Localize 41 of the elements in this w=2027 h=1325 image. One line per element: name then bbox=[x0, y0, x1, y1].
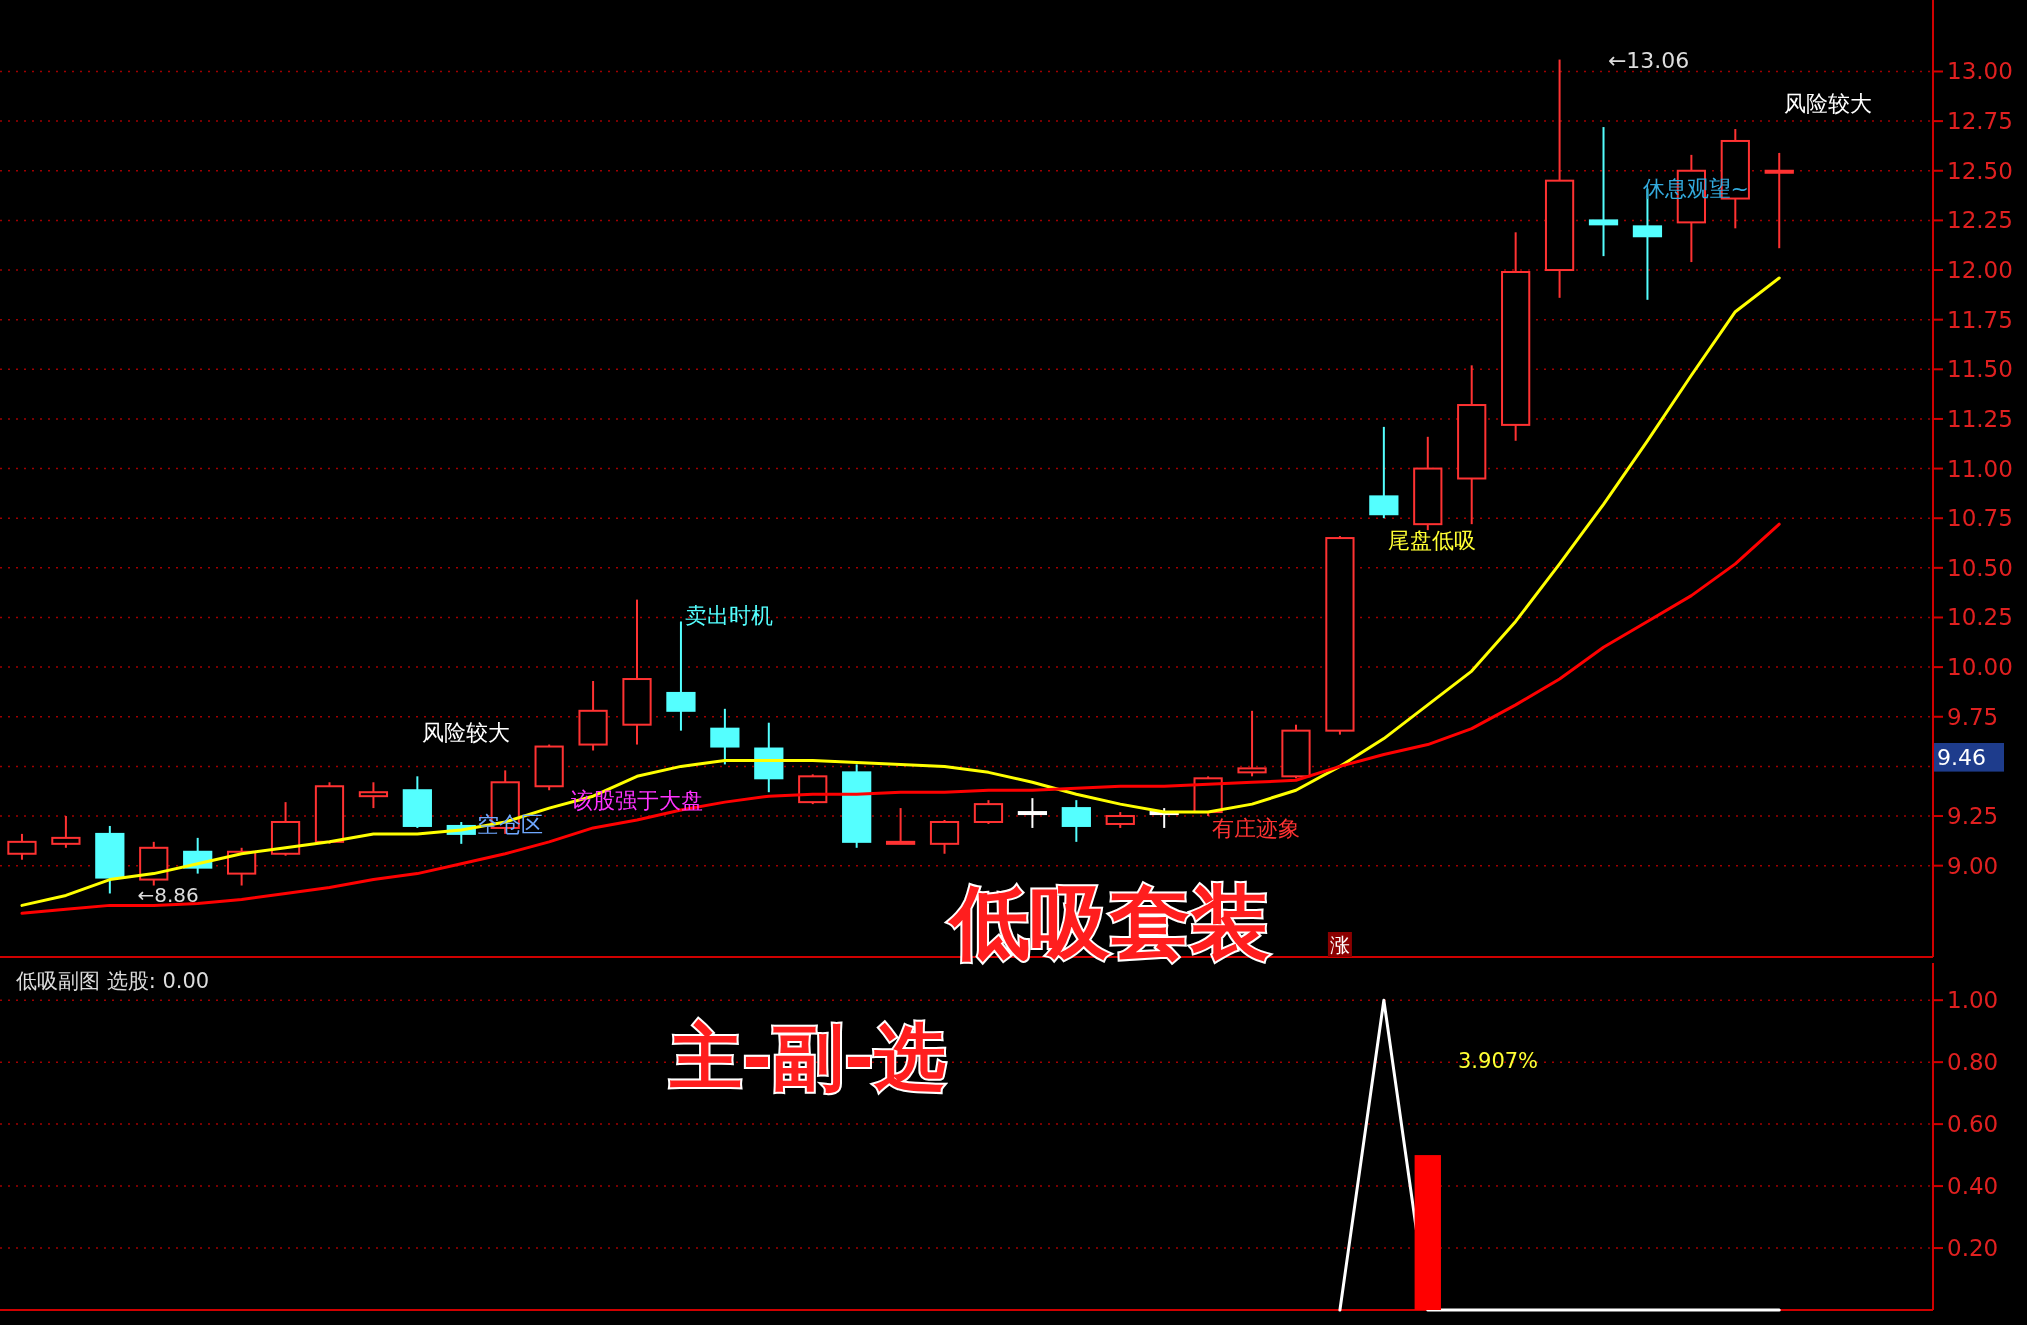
y-tick-label: 12.00 bbox=[1947, 257, 2013, 284]
annotation: 有庄迹象 bbox=[1212, 816, 1301, 841]
candlestick bbox=[1237, 709, 1267, 778]
candlestick bbox=[1764, 151, 1794, 250]
annotation: 涨 bbox=[1329, 933, 1350, 957]
y-tick-label: 12.50 bbox=[1947, 157, 2013, 184]
y-tick-label: 0.40 bbox=[1947, 1173, 1999, 1200]
annotation: 主-副-选 bbox=[669, 1015, 946, 1099]
annotation: 卖出时机 bbox=[685, 603, 774, 628]
annotation: 风险较大 bbox=[1783, 91, 1872, 116]
y-tick-label: 9.25 bbox=[1947, 803, 1999, 830]
chart-title: 低吸副图 选股: 0.00 bbox=[16, 969, 210, 993]
y-tick-label: 1.00 bbox=[1947, 987, 1999, 1014]
annotation: 3.907% bbox=[1458, 1049, 1539, 1073]
y-tick-label: 11.25 bbox=[1947, 405, 2013, 432]
y-tick-label: 11.50 bbox=[1947, 356, 2013, 383]
y-tick-label: 10.75 bbox=[1947, 505, 2013, 532]
text: 低吸套装 bbox=[947, 876, 1270, 969]
y-tick-label: 13.00 bbox=[1947, 58, 2013, 85]
candlestick bbox=[358, 781, 389, 810]
annotation: 风险较大 bbox=[421, 720, 510, 745]
y-tick-label: 10.50 bbox=[1947, 554, 2013, 581]
y-tick-label: 11.00 bbox=[1947, 455, 2013, 482]
y-tick-label: 9.75 bbox=[1947, 703, 1999, 730]
candlestick bbox=[885, 807, 916, 845]
annotation: 尾盘低吸 bbox=[1388, 528, 1477, 553]
y-tick-label: 10.00 bbox=[1947, 654, 2013, 681]
candlestick bbox=[1588, 126, 1619, 258]
candlestick bbox=[51, 815, 81, 849]
y-tick-label: 11.75 bbox=[1947, 306, 2013, 333]
y-tick-label: 12.75 bbox=[1947, 108, 2013, 135]
y-tick-label: 0.80 bbox=[1947, 1049, 1999, 1076]
annotation: ←8.86 bbox=[137, 883, 199, 907]
candlestick bbox=[1017, 797, 1048, 829]
y-tick-label: 10.25 bbox=[1947, 604, 2013, 631]
y-tick-label: 12.25 bbox=[1947, 207, 2013, 234]
text: 9.46 bbox=[1937, 745, 1986, 770]
annotation: ←13.06 bbox=[1607, 48, 1690, 73]
y-tick-label: 0.20 bbox=[1947, 1235, 1999, 1262]
y-tick-label: 0.60 bbox=[1947, 1111, 1999, 1138]
y-tick-label: 9.00 bbox=[1947, 852, 1999, 879]
